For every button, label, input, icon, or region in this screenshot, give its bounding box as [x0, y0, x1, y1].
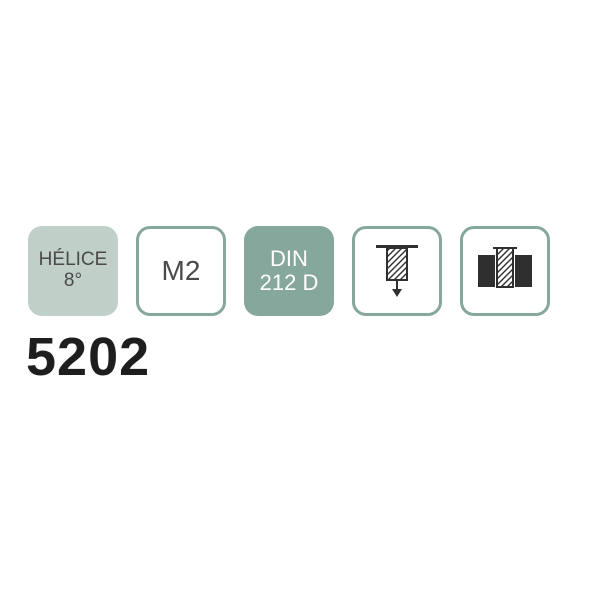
badge-blind-reamer [460, 226, 550, 316]
blind-reamer-icon [475, 241, 535, 301]
badge-through-reamer [352, 226, 442, 316]
badge-din: DIN 212 D [244, 226, 334, 316]
product-number: 5202 [26, 326, 150, 388]
badge-material-line1: M2 [162, 256, 201, 287]
badge-helix-line1: HÉLICE [39, 250, 108, 271]
spec-badge-row: HÉLICE 8° M2 DIN 212 D [28, 226, 550, 316]
through-reamer-icon [367, 241, 427, 301]
badge-material: M2 [136, 226, 226, 316]
badge-helix-line2: 8° [64, 271, 82, 292]
badge-din-line1: DIN [270, 247, 308, 271]
badge-din-line2: 212 D [260, 271, 319, 295]
badge-helix: HÉLICE 8° [28, 226, 118, 316]
canvas: HÉLICE 8° M2 DIN 212 D [0, 0, 600, 600]
